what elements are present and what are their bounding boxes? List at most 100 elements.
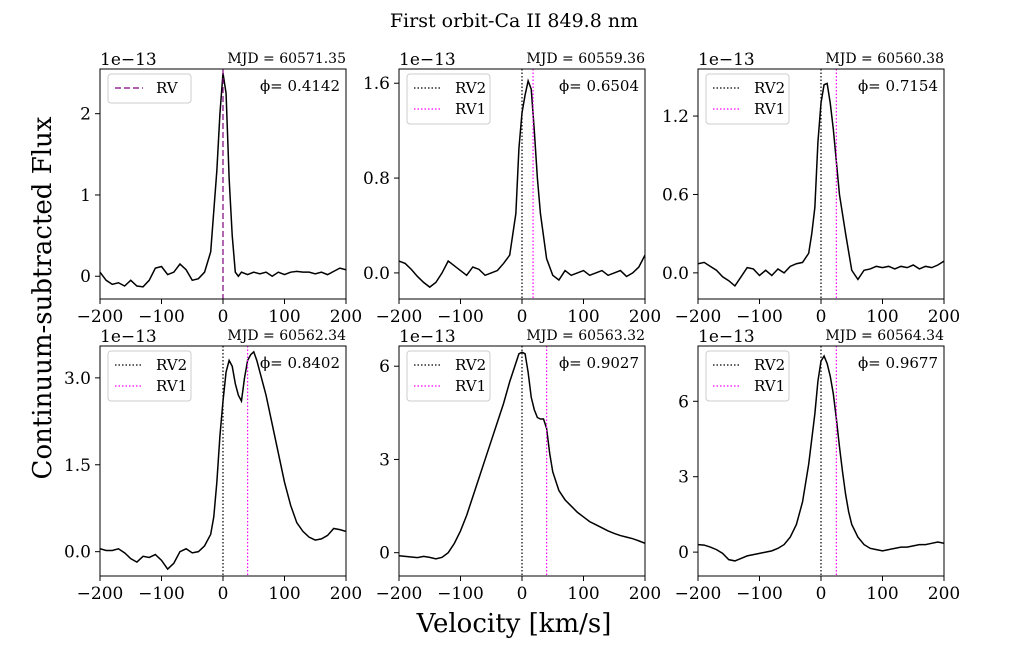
panel-title: MJD = 60564.34 (825, 328, 944, 344)
x-tick-label: −100 (138, 584, 185, 604)
spectrum-line (100, 350, 346, 571)
y-tick-label: 2 (80, 105, 91, 125)
x-tick-label: 200 (330, 307, 362, 327)
spectrum-line (399, 78, 645, 289)
spectrum-line (698, 354, 944, 562)
y-tick-label: 0 (379, 544, 390, 564)
y-tick-label: 1 (80, 186, 91, 206)
x-tick-label: −100 (138, 307, 185, 327)
x-tick-label: 100 (866, 584, 898, 604)
panel-2: −200 −100 0 100 200 0.0 0.8 1.6 1e−13 MJD = 60559… (363, 50, 661, 327)
x-tick-label: 200 (928, 307, 960, 327)
legend-frame (406, 73, 491, 125)
legend-label: RV2 (455, 356, 486, 374)
legend-label: RV2 (754, 356, 785, 374)
x-tick-label: −200 (675, 307, 722, 327)
x-tick-label: 0 (517, 307, 528, 327)
panel-title: MJD = 60562.34 (227, 328, 346, 344)
phase-label: ϕ= 0.8402 (260, 354, 340, 372)
panel-4: −200 −100 0 100 200 0.0 1.5 3.0 1e−13 MJD = 60562… (64, 327, 362, 604)
y-tick-label: 0.8 (363, 169, 390, 189)
legend-frame (705, 73, 790, 125)
figure-title: First orbit-Ca II 849.8 nm (390, 10, 638, 32)
x-tick-label: −100 (736, 307, 783, 327)
y-tick-label: 0.0 (64, 543, 91, 563)
phase-label: ϕ= 0.6504 (559, 77, 639, 95)
axis-offset-text: 1e−13 (399, 327, 456, 347)
panel-3: −200 −100 0 100 200 0.0 0.6 1.2 1e−13 MJD = 60560… (662, 50, 960, 327)
legend-label: RV1 (754, 100, 785, 118)
axis-offset-text: 1e−13 (100, 50, 157, 70)
y-tick-label: 0 (678, 543, 689, 563)
phase-label: ϕ= 0.9027 (559, 354, 639, 372)
axis-offset-text: 1e−13 (698, 50, 755, 70)
x-tick-label: 200 (629, 307, 661, 327)
x-tick-label: 200 (629, 584, 661, 604)
x-tick-label: −200 (77, 307, 124, 327)
panel-title: MJD = 60563.32 (526, 328, 645, 344)
axis-offset-text: 1e−13 (698, 327, 755, 347)
legend-frame (107, 350, 192, 402)
legend-label: RV1 (156, 377, 187, 395)
x-tick-label: 0 (816, 584, 827, 604)
y-tick-label: 1.5 (64, 456, 91, 476)
y-tick-label: 0 (80, 267, 91, 287)
x-tick-label: 100 (866, 307, 898, 327)
y-tick-label: 3 (379, 450, 390, 470)
x-tick-label: 200 (928, 584, 960, 604)
panel-6: −200 −100 0 100 200 0 3 6 1e−13 MJD = 60564.34 ϕ= … (675, 327, 961, 604)
legend-label: RV (156, 79, 179, 97)
panel-1: −200 −100 0 100 200 0 1 2 1e−13 MJD = 60571.35 ϕ= … (77, 50, 363, 327)
y-tick-label: 3.0 (64, 369, 91, 389)
legend-frame (705, 350, 790, 402)
legend-label: RV2 (156, 356, 187, 374)
x-tick-label: −100 (437, 584, 484, 604)
x-tick-label: −100 (437, 307, 484, 327)
x-tick-label: 100 (567, 307, 599, 327)
x-tick-label: −200 (376, 307, 423, 327)
x-tick-label: 0 (218, 307, 229, 327)
phase-label: ϕ= 0.7154 (858, 77, 938, 95)
legend-frame (107, 73, 192, 104)
y-tick-label: 1.2 (662, 107, 689, 127)
phase-label: ϕ= 0.9677 (858, 354, 938, 372)
x-tick-label: 100 (268, 307, 300, 327)
y-tick-label: 1.6 (363, 74, 390, 94)
spectrum-line (100, 72, 346, 288)
x-tick-label: 0 (218, 584, 229, 604)
x-axis-label: Velocity [km/s] (416, 609, 612, 639)
spectrum-line (698, 82, 944, 288)
legend: RV (107, 73, 192, 104)
y-tick-label: 6 (678, 392, 689, 412)
x-tick-label: 0 (517, 584, 528, 604)
x-tick-label: 100 (268, 584, 300, 604)
x-tick-label: 100 (567, 584, 599, 604)
axis-offset-text: 1e−13 (399, 50, 456, 70)
legend-label: RV2 (455, 79, 486, 97)
panel-title: MJD = 60559.36 (526, 51, 645, 67)
axis-offset-text: 1e−13 (100, 327, 157, 347)
legend-label: RV1 (754, 377, 785, 395)
x-tick-label: −200 (77, 584, 124, 604)
spectrum-line (399, 351, 645, 560)
y-tick-label: 6 (379, 357, 390, 377)
x-tick-label: −100 (736, 584, 783, 604)
x-tick-label: 200 (330, 584, 362, 604)
y-axis-label: Continuum-subtracted Flux (28, 116, 58, 479)
legend-label: RV1 (455, 100, 486, 118)
y-tick-label: 0.6 (662, 185, 689, 205)
y-tick-label: 3 (678, 468, 689, 488)
x-tick-label: −200 (675, 584, 722, 604)
y-tick-label: 0.0 (662, 264, 689, 284)
panel-5: −200 −100 0 100 200 0 3 6 1e−13 MJD = 60563.32 ϕ= … (376, 327, 662, 604)
panel-title: MJD = 60571.35 (227, 51, 346, 67)
legend-label: RV2 (754, 79, 785, 97)
phase-label: ϕ= 0.4142 (260, 77, 340, 95)
y-tick-label: 0.0 (363, 264, 390, 284)
x-tick-label: −200 (376, 584, 423, 604)
